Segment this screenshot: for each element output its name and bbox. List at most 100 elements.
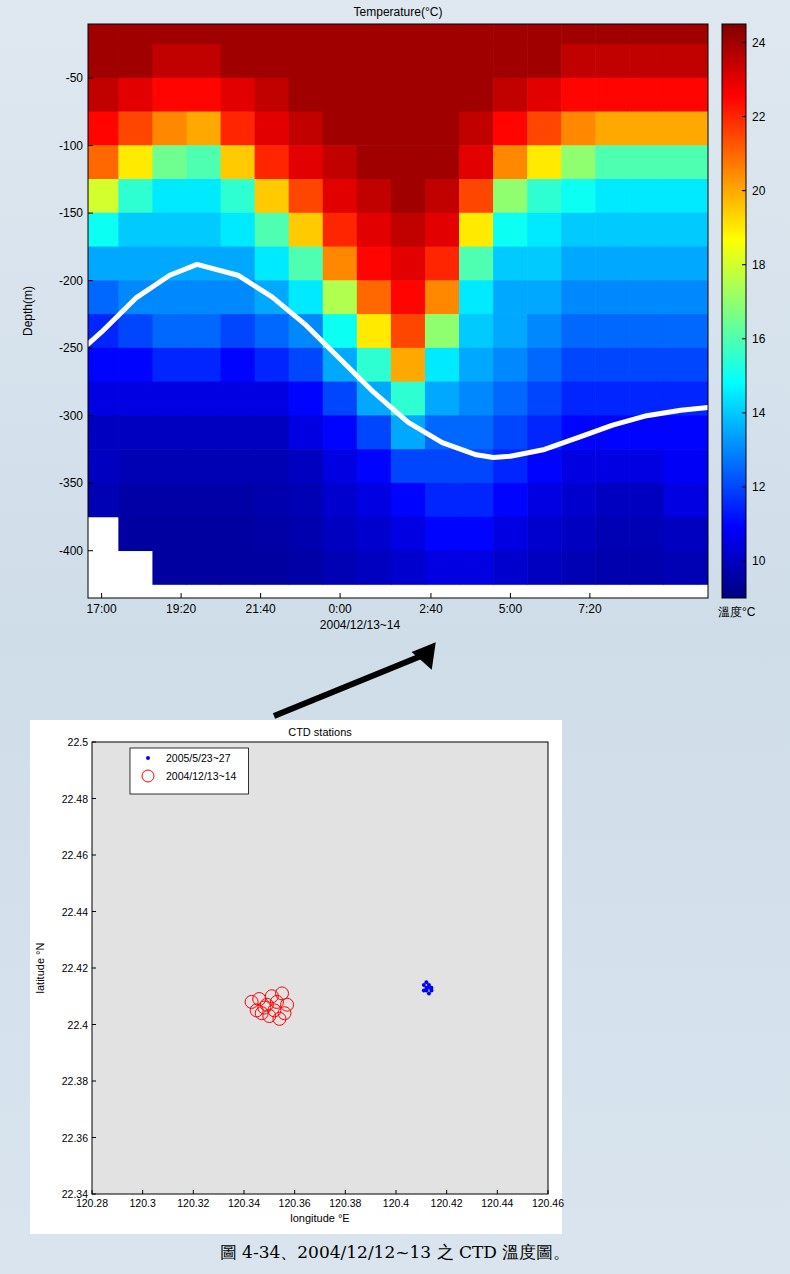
y-axis-title: latitude °N	[34, 943, 46, 994]
heat-cell	[425, 382, 460, 416]
y-tick	[88, 415, 93, 416]
heat-cell	[152, 550, 187, 584]
heat-cell	[459, 314, 494, 348]
heat-cell	[221, 483, 256, 517]
heat-cell	[255, 449, 290, 483]
heat-cell	[663, 550, 698, 584]
heat-cell	[459, 348, 494, 382]
heat-cell	[221, 111, 256, 145]
heat-cell	[289, 179, 324, 213]
colorbar-tick-label: 24	[752, 36, 766, 50]
heat-cell	[663, 247, 698, 281]
y-tick	[92, 1024, 96, 1025]
heat-cell	[561, 179, 596, 213]
colorbar-tick-label: 12	[752, 480, 766, 494]
heat-cell	[493, 550, 528, 584]
heat-cell	[255, 179, 290, 213]
title: Temperature(°C)	[354, 5, 443, 19]
heat-cell	[527, 483, 562, 517]
heat-cell	[289, 517, 324, 551]
x-tick	[193, 1190, 194, 1194]
heat-cell	[629, 550, 664, 584]
heat-cell	[391, 314, 426, 348]
heat-cell	[493, 314, 528, 348]
heat-cell	[697, 280, 708, 314]
heat-cell	[152, 449, 187, 483]
heat-cell	[118, 145, 153, 179]
station	[429, 989, 433, 993]
heat-cell	[663, 44, 698, 78]
heat-cell	[493, 213, 528, 247]
heat-cell	[357, 550, 392, 584]
heat-cell	[255, 44, 290, 78]
heat-cell	[118, 24, 153, 45]
x-tick	[260, 593, 261, 598]
heat-cell	[88, 145, 119, 179]
heat-cell	[255, 550, 290, 584]
y-tick-label: 22.46	[62, 849, 88, 861]
heat-cell	[595, 213, 630, 247]
colorbar-tick	[742, 412, 746, 413]
heat-cell	[493, 483, 528, 517]
x-tick	[396, 1190, 397, 1194]
heat-cell	[152, 111, 187, 145]
heat-cell	[221, 517, 256, 551]
points	[245, 980, 433, 1025]
heat-cell	[357, 78, 392, 112]
x-tick	[142, 1190, 143, 1194]
legend-marker	[142, 770, 154, 782]
heat-cell	[629, 24, 664, 45]
heat-cell	[425, 78, 460, 112]
heat-cell	[255, 24, 290, 45]
heat-cell	[459, 24, 494, 45]
x-tick	[92, 1190, 93, 1194]
figure-panel	[30, 720, 562, 1234]
heat-cell	[357, 517, 392, 551]
heat-cell	[595, 449, 630, 483]
heat-cell	[527, 348, 562, 382]
heat-cell	[88, 44, 119, 78]
heat-cell	[527, 145, 562, 179]
heat-cell	[663, 415, 698, 449]
heat-cell	[88, 179, 119, 213]
heat-cell	[88, 24, 119, 45]
heat-cell	[221, 78, 256, 112]
heat-cell	[152, 78, 187, 112]
heat-cell	[527, 24, 562, 45]
heat-cell	[629, 179, 664, 213]
heat-cell	[289, 44, 324, 78]
heat-cell	[459, 145, 494, 179]
x-tick	[430, 593, 431, 598]
heat-cell	[459, 44, 494, 78]
heat-cell	[459, 213, 494, 247]
y-tick	[88, 483, 93, 484]
heat-cell	[186, 280, 221, 314]
y-tick	[88, 213, 93, 214]
heat-cell	[186, 415, 221, 449]
x-tick	[101, 593, 102, 598]
heat-cell	[357, 483, 392, 517]
heat-cell	[493, 145, 528, 179]
colorbar-tick-label: 10	[752, 554, 766, 568]
heat-cell	[118, 44, 153, 78]
heat-cell	[663, 24, 698, 45]
heat-cell	[595, 78, 630, 112]
x-tick	[340, 593, 341, 598]
heat-cell	[561, 44, 596, 78]
heat-cell	[357, 145, 392, 179]
heat-cell	[527, 280, 562, 314]
heat-cell	[459, 247, 494, 281]
x-tick-label: 21:40	[246, 602, 276, 616]
heat-cell	[221, 24, 256, 45]
heat-cell	[595, 314, 630, 348]
heat-cell	[595, 145, 630, 179]
x-axis-title: 2004/12/13~14	[320, 618, 401, 632]
station	[278, 1007, 291, 1020]
heat-cell	[459, 111, 494, 145]
x-tick-label: 120.38	[329, 1197, 361, 1209]
heat-cell	[88, 280, 119, 314]
heat-cell	[459, 415, 494, 449]
heat-cell	[629, 145, 664, 179]
curve	[88, 264, 708, 457]
heat-cell	[221, 213, 256, 247]
